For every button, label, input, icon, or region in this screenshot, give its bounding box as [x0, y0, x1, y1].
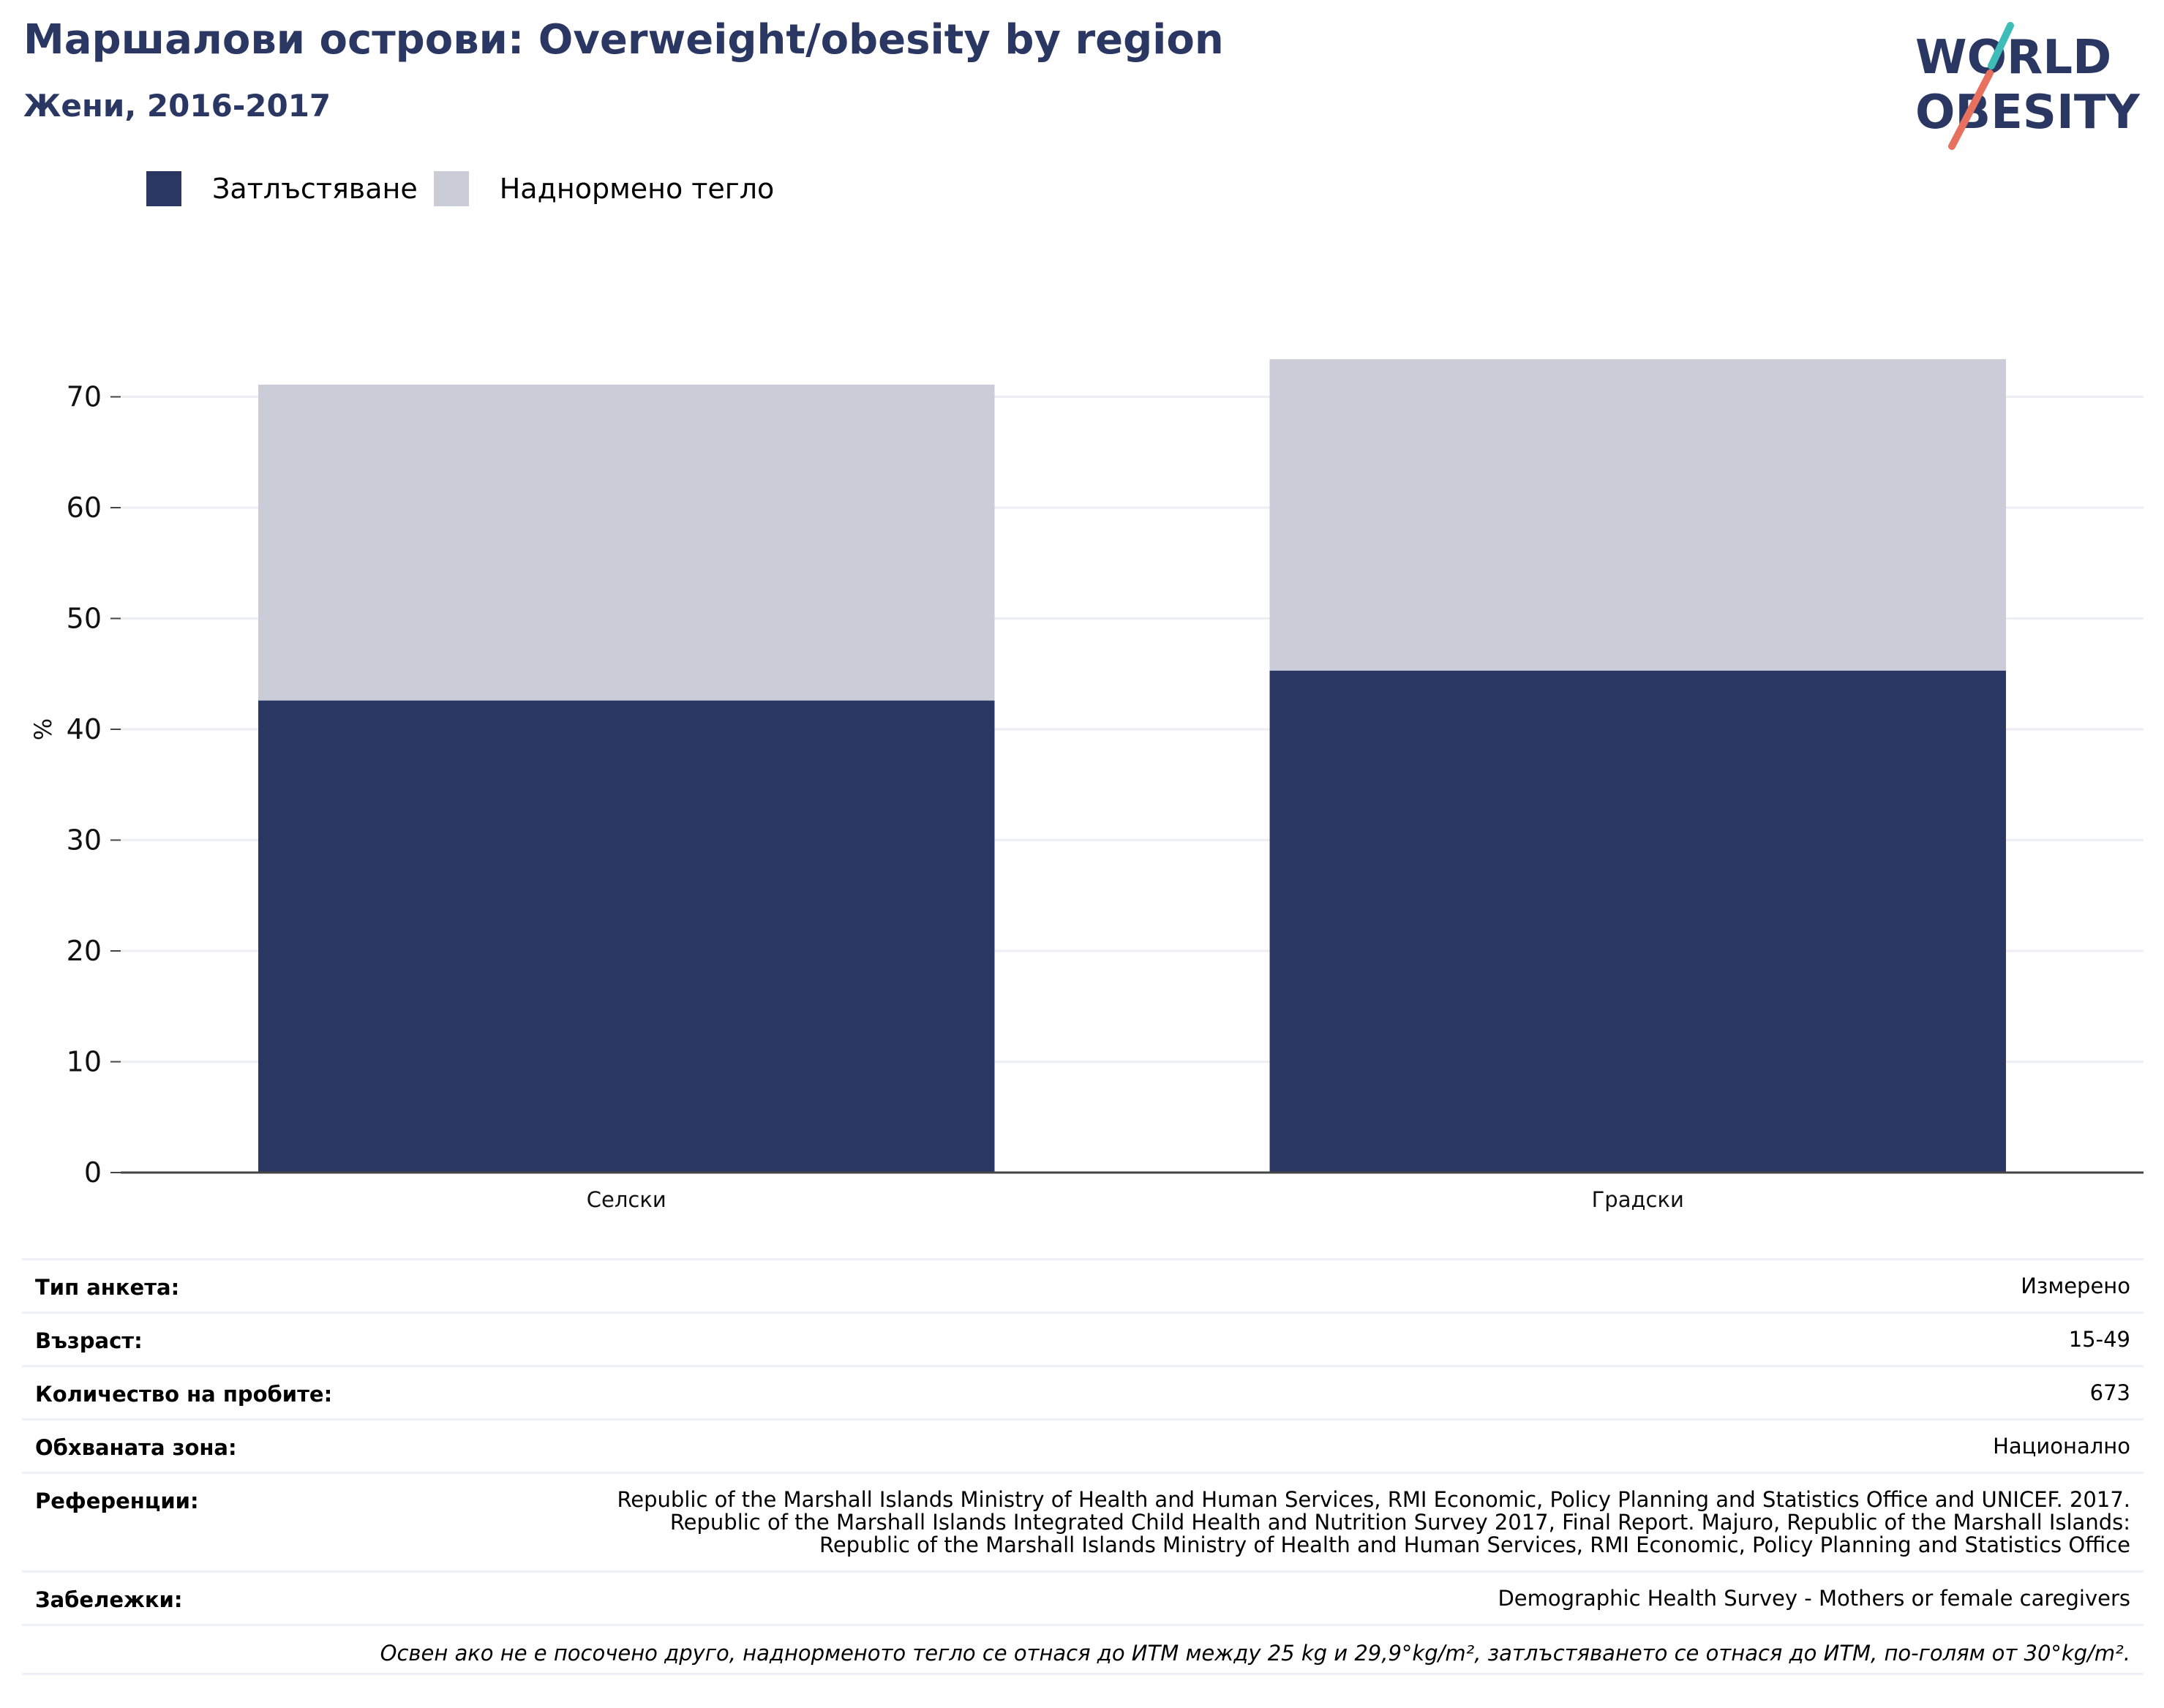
- y-tick-label: 60: [67, 492, 102, 524]
- info-value: Demographic Health Survey - Mothers or f…: [1498, 1586, 2130, 1611]
- x-tick-label: Селски: [587, 1187, 666, 1212]
- info-row-references: Референции: Republic of the Marshall Isl…: [22, 1472, 2144, 1570]
- logo-word-2: OBESITY: [1915, 86, 2140, 140]
- y-tick-label: 10: [67, 1046, 102, 1078]
- bar-chart: 0 10 20 30 40 50 60 70% Селски Градски: [29, 358, 2144, 1212]
- info-label: Количество на пробите:: [35, 1382, 333, 1407]
- info-label: Тип анкета:: [35, 1275, 180, 1300]
- info-row-age: Възраст: 15-49: [22, 1312, 2144, 1365]
- info-row-sample-size: Количество на пробите: 673: [22, 1365, 2144, 1418]
- legend-swatch-overweight: [433, 171, 469, 206]
- bar-obesity-2: [1269, 670, 2006, 1173]
- legend: Затлъстяване Наднормено тегло: [146, 167, 790, 211]
- footnote: Освен ако не е посочено друго, наднормен…: [22, 1624, 2144, 1675]
- info-row-survey-type: Тип анкета: Измерено: [22, 1258, 2144, 1312]
- info-value: Republic of the Marshall Islands Ministr…: [617, 1487, 2130, 1557]
- bar-obesity-1: [258, 700, 995, 1173]
- chart-subtitle: Жени, 2016-2017: [23, 88, 331, 124]
- chart-title: Маршалови острови: Overweight/obesity by…: [23, 16, 1224, 64]
- info-value: Измерено: [2021, 1274, 2130, 1298]
- info-row-notes: Забележки: Demographic Health Survey - M…: [22, 1570, 2144, 1624]
- info-label: Референции:: [35, 1489, 199, 1513]
- info-value: 673: [2089, 1380, 2130, 1405]
- logo-slash-coral: [1948, 69, 1994, 150]
- y-tick-label: 70: [67, 381, 102, 413]
- legend-label-overweight: Наднормено тегло: [499, 173, 775, 205]
- legend-item-overweight[interactable]: Наднормено тегло: [433, 171, 775, 206]
- info-row-area-covered: Обхваната зона: Национално: [22, 1418, 2144, 1472]
- logo-slash-teal: [1988, 22, 2014, 69]
- y-axis-label: %: [29, 718, 57, 740]
- info-value: 15-49: [2068, 1327, 2130, 1352]
- info-value: Национално: [1993, 1434, 2130, 1459]
- bar-overweight-1: [258, 384, 995, 701]
- legend-swatch-obesity: [146, 171, 181, 206]
- info-label: Забележки:: [35, 1587, 183, 1612]
- y-tick-label: 50: [67, 603, 102, 635]
- world-obesity-logo: WORLD OBESITY: [1915, 22, 2140, 150]
- info-label: Обхваната зона:: [35, 1435, 237, 1460]
- axes: 0 10 20 30 40 50 60 70% Селски Градски: [29, 381, 2144, 1212]
- legend-item-obesity[interactable]: Затлъстяване: [146, 171, 418, 206]
- survey-info-table: Тип анкета: Измерено Възраст: 15-49 Коли…: [22, 1258, 2144, 1675]
- bar-overweight-2: [1269, 358, 2006, 671]
- y-tick-label: 40: [67, 713, 102, 745]
- x-tick-label: Градски: [1592, 1187, 1684, 1212]
- y-tick-label: 20: [67, 935, 102, 967]
- info-label: Възраст:: [35, 1328, 143, 1353]
- bars: [258, 358, 2006, 1173]
- y-tick-label: 30: [67, 824, 102, 857]
- y-tick-label: 0: [84, 1156, 102, 1189]
- legend-label-obesity: Затлъстяване: [212, 173, 418, 205]
- logo-word-1: WORLD: [1915, 31, 2111, 85]
